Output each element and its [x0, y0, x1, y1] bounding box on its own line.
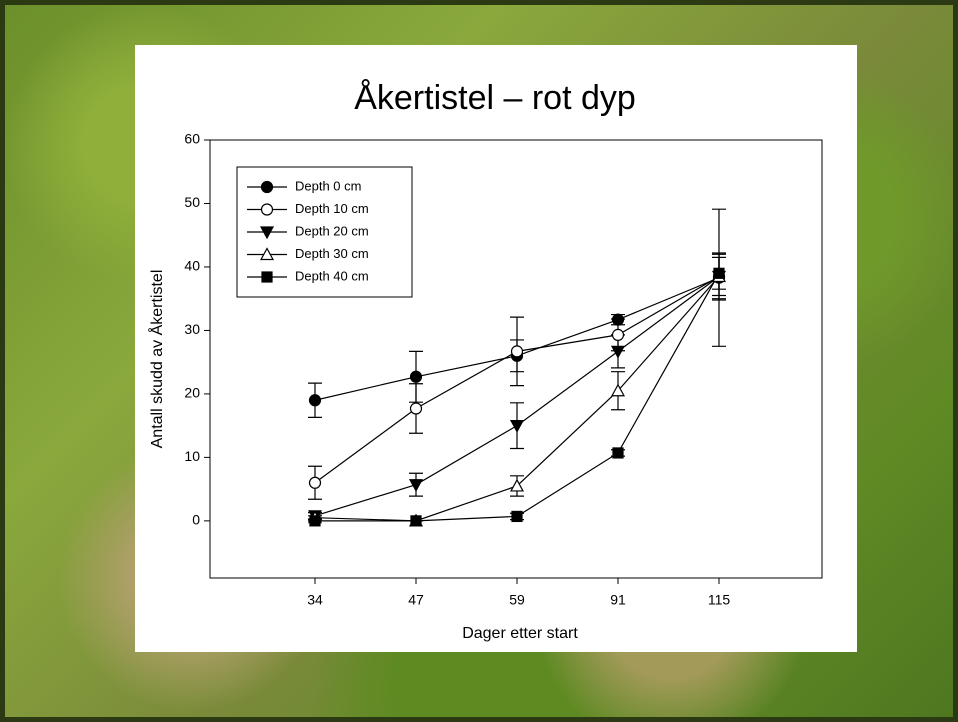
point — [713, 267, 725, 279]
point — [309, 515, 321, 527]
y-tick-label: 10 — [184, 448, 200, 464]
point — [611, 328, 625, 341]
x-tick-label: 34 — [307, 592, 323, 608]
x-tick-label: 115 — [708, 592, 731, 608]
point — [610, 345, 626, 359]
y-tick-label: 20 — [184, 385, 200, 401]
point — [409, 370, 423, 383]
y-tick-label: 60 — [184, 131, 200, 147]
point — [308, 394, 322, 407]
legend-label: Depth 10 cm — [295, 201, 369, 216]
point — [308, 476, 322, 489]
point — [611, 313, 625, 326]
point — [511, 510, 523, 523]
y-axis-label: Antall skudd av Åkertistel — [147, 270, 166, 449]
legend-label: Depth 0 cm — [295, 178, 361, 193]
panel — [135, 45, 857, 652]
point — [610, 383, 626, 397]
x-axis-label: Dager etter start — [462, 625, 578, 642]
point — [509, 420, 525, 433]
y-tick-label: 30 — [184, 321, 200, 337]
y-tick-label: 50 — [184, 194, 200, 210]
legend-marker — [260, 203, 274, 216]
x-tick-label: 47 — [408, 592, 424, 608]
legend-label: Depth 40 cm — [295, 268, 369, 283]
point — [410, 515, 422, 527]
point — [409, 402, 423, 415]
legend-marker — [261, 271, 273, 283]
x-tick-label: 59 — [509, 592, 525, 608]
point — [509, 478, 525, 492]
legend-marker — [259, 247, 275, 261]
legend-label: Depth 30 cm — [295, 246, 369, 261]
legend-label: Depth 20 cm — [295, 223, 369, 238]
point — [510, 345, 524, 358]
chart-title: Åkertistel – rot dyp — [354, 79, 636, 117]
legend-marker — [259, 226, 275, 240]
point — [408, 479, 424, 492]
legend-marker — [260, 180, 274, 194]
x-tick-label: 91 — [610, 592, 626, 608]
y-tick-label: 0 — [192, 512, 200, 528]
y-tick-label: 40 — [184, 258, 200, 274]
plot-frame — [209, 139, 823, 579]
point — [612, 447, 624, 459]
